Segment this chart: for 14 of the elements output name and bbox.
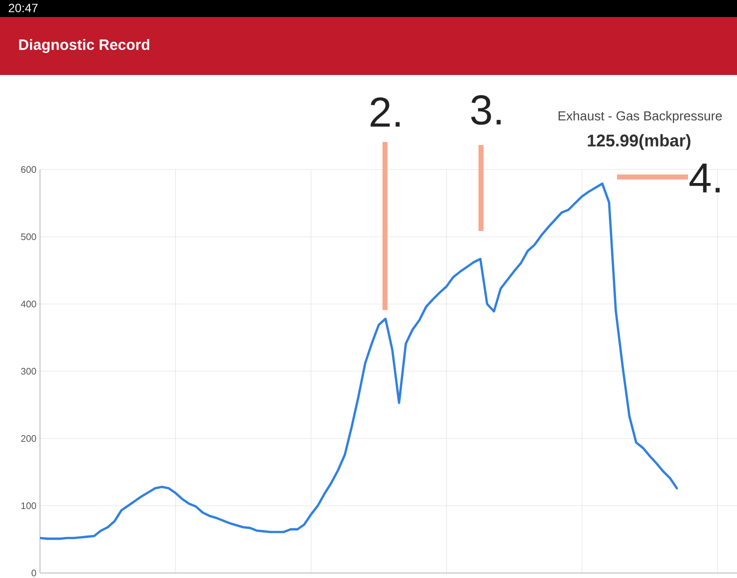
text: 3. <box>471 95 501 125</box>
y-tick-label: 100 <box>21 502 36 510</box>
text: 125.99(mbar) <box>588 134 690 150</box>
y-tick-label: 400 <box>20 300 36 308</box>
chart-title: Diagnostic Record <box>19 38 150 53</box>
chart-subtitle: Exhaust - Gas Backpressure <box>558 110 722 124</box>
text: 4. <box>690 164 720 192</box>
y-tick-label: 0 <box>32 570 36 576</box>
y-tick-label: 600 <box>21 166 36 173</box>
text: 2. <box>370 97 400 127</box>
text: 20:47 <box>8 4 38 12</box>
y-tick-label: 200 <box>21 435 36 442</box>
y-tick-label: 300 <box>21 368 36 375</box>
y-tick-label: 500 <box>21 233 36 240</box>
